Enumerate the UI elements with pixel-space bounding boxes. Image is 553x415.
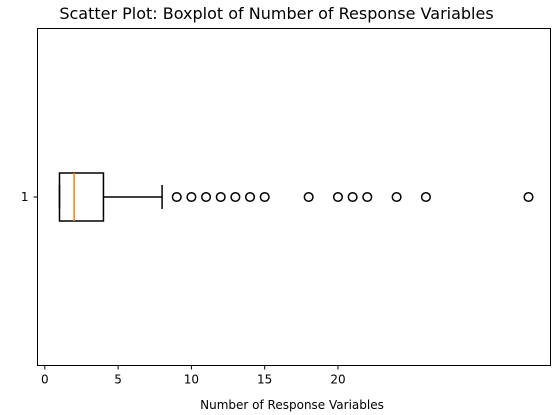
x-axis-label: Number of Response Variables [200, 398, 384, 412]
outlier-point [215, 191, 226, 203]
x-tick-label: 5 [114, 373, 122, 387]
outlier-point [523, 191, 534, 203]
outlier-point [362, 191, 373, 203]
iqr-box [58, 172, 105, 222]
outlier-point [171, 191, 182, 203]
outlier-point [391, 191, 402, 203]
outlier-point [201, 191, 212, 203]
outlier-point [259, 191, 270, 203]
outlier-point [230, 191, 241, 203]
outlier-point [420, 191, 431, 203]
outlier-point [244, 191, 256, 203]
outlier-point [186, 191, 197, 203]
x-tick-label: 0 [41, 373, 49, 387]
outlier-point [303, 191, 314, 203]
x-tick-label: 10 [184, 373, 199, 387]
y-tick-label: 1 [21, 190, 29, 204]
x-tick-label: 15 [257, 373, 272, 387]
x-tick-label: 20 [330, 373, 345, 387]
chart-title: Scatter Plot: Boxplot of Number of Respo… [59, 4, 494, 23]
outlier-point [347, 191, 358, 203]
outlier-point [332, 191, 344, 203]
